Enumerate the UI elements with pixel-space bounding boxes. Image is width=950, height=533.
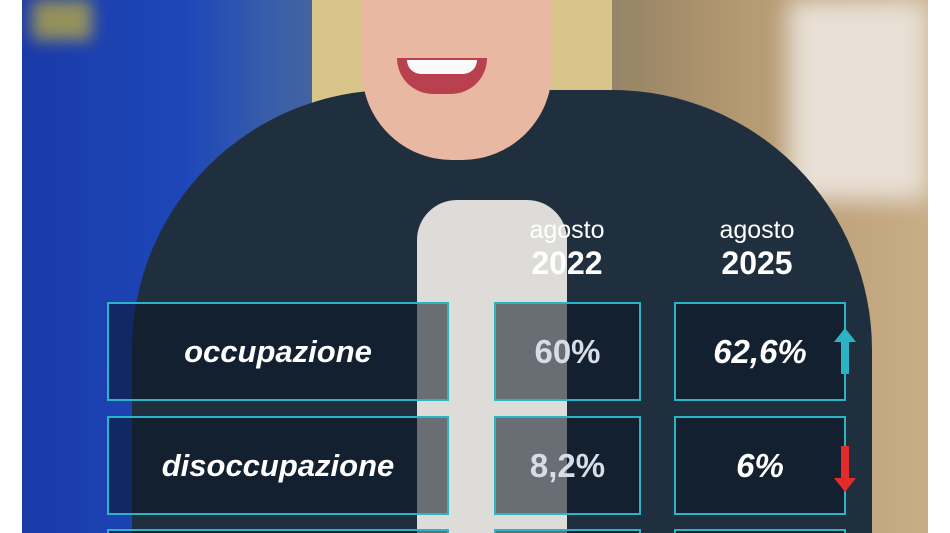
flag-detail bbox=[32, 0, 92, 40]
value-2025-disoccupazione: 6% bbox=[674, 416, 846, 515]
value-2025-occupazione: 62,6% bbox=[674, 302, 846, 401]
column-header-2022: agosto 2022 bbox=[487, 216, 647, 281]
year-label: 2025 bbox=[721, 245, 793, 281]
value-partial bbox=[674, 529, 846, 533]
value-2022-disoccupazione: 8,2% bbox=[494, 416, 641, 515]
row-label-disoccupazione: disoccupazione bbox=[107, 416, 449, 515]
column-header-2025: agosto 2025 bbox=[677, 216, 837, 281]
month-label: agosto bbox=[529, 216, 605, 244]
teeth bbox=[407, 60, 477, 74]
value-partial bbox=[494, 529, 641, 533]
month-label: agosto bbox=[719, 216, 795, 244]
value-2022-occupazione: 60% bbox=[494, 302, 641, 401]
wall-detail bbox=[788, 0, 928, 200]
trend-down-arrow-icon bbox=[834, 446, 856, 492]
year-label: 2022 bbox=[531, 245, 603, 281]
row-label-occupazione: occupazione bbox=[107, 302, 449, 401]
trend-up-arrow-icon bbox=[834, 328, 856, 374]
row-label-partial bbox=[107, 529, 449, 533]
